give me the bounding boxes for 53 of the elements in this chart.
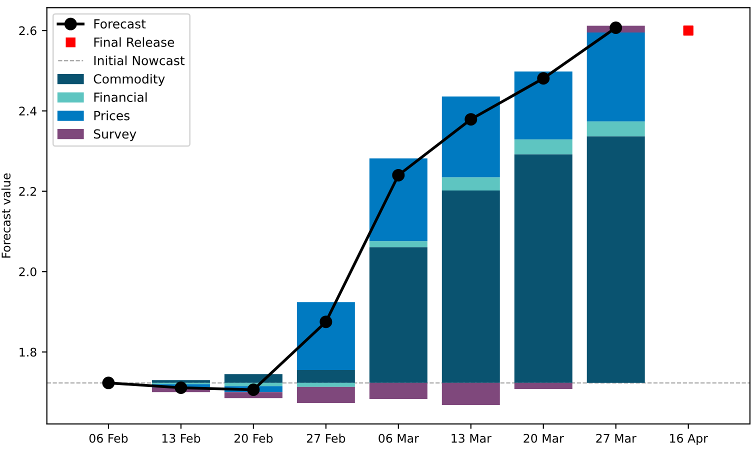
- bar: [442, 177, 500, 190]
- bar: [224, 392, 282, 398]
- legend-label: Survey: [94, 129, 136, 142]
- x-tick-label: 06 Feb: [89, 434, 128, 443]
- y-tick-label: 1.8: [20, 348, 36, 357]
- bar: [514, 382, 572, 389]
- legend-label: Prices: [94, 110, 130, 120]
- y-tick-label: 2.0: [19, 267, 36, 276]
- bar: [442, 190, 500, 383]
- point: [247, 384, 260, 396]
- bar: [152, 380, 210, 383]
- legend-label: Financial: [94, 92, 147, 102]
- bar: [296, 382, 355, 387]
- point: [174, 381, 188, 394]
- bar: [296, 370, 355, 383]
- y-tick-label: 2.4: [19, 106, 36, 116]
- bar: [296, 302, 355, 370]
- bar: [369, 241, 428, 248]
- x-tick-label: 16 Apr: [670, 434, 708, 446]
- y-tick-label: 2.2: [19, 186, 36, 196]
- point: [464, 113, 478, 126]
- bar: [442, 96, 500, 178]
- y-tick-label: 2.6: [19, 26, 36, 36]
- bar: [514, 72, 572, 140]
- point: [610, 21, 622, 34]
- bar: [224, 374, 282, 383]
- point: [320, 316, 332, 328]
- bar: [369, 158, 428, 242]
- bar: [514, 154, 572, 383]
- bar: [442, 382, 500, 406]
- x-tick-label: 27 Mar: [596, 434, 636, 443]
- legend-label: Initial Nowcast: [94, 56, 185, 66]
- bar: [369, 382, 428, 399]
- point: [683, 25, 694, 36]
- x-tick-label: 27 Feb: [306, 434, 346, 443]
- bar: [586, 32, 645, 122]
- bar: [369, 247, 428, 383]
- x-tick-label: 13 Mar: [452, 434, 492, 443]
- bar: [296, 386, 355, 404]
- legend-label: Final Release: [94, 37, 174, 47]
- bar: [586, 121, 645, 136]
- x-tick-label: 13 Feb: [162, 434, 200, 443]
- x-tick-label: 20 Feb: [234, 434, 273, 443]
- x-tick-label: 20 Mar: [524, 434, 564, 443]
- y-axis-title: Forecast value: [1, 173, 11, 258]
- legend-label: Commodity: [94, 74, 165, 86]
- point: [102, 376, 115, 390]
- bar: [586, 136, 645, 383]
- point: [392, 168, 405, 182]
- point: [537, 72, 550, 85]
- legend-label: Forecast: [94, 19, 146, 29]
- x-tick-label: 06 Mar: [378, 434, 419, 443]
- bar: [514, 139, 572, 154]
